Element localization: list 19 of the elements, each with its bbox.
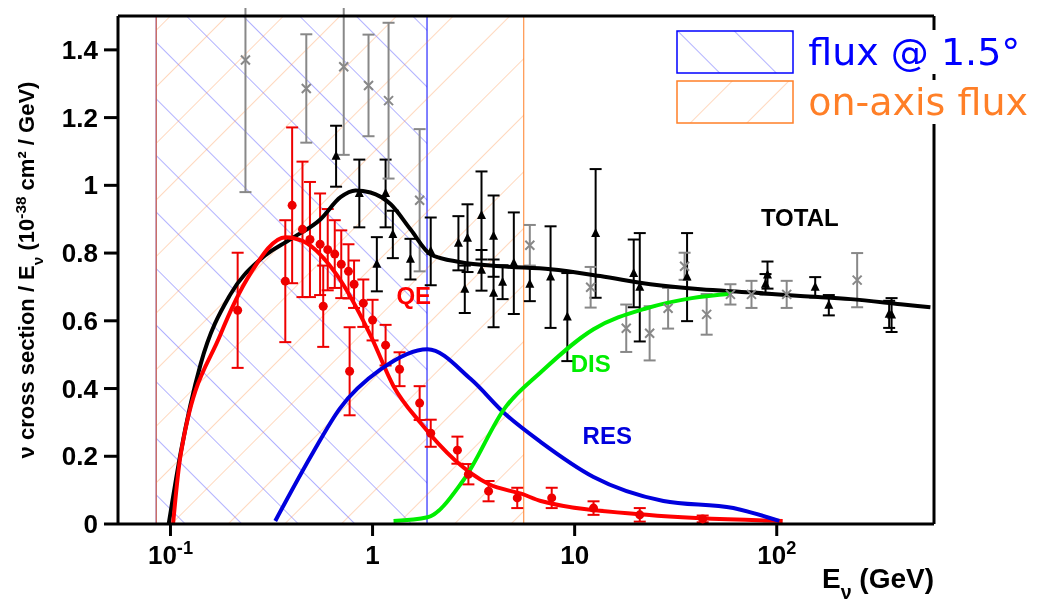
y-tick-label: 0.4 xyxy=(61,373,99,404)
x-axis-title: E$_{ν}$ (GeV) xyxy=(821,563,934,603)
y-tick-label: 1.4 xyxy=(61,34,99,65)
y-tick-label: 0.6 xyxy=(61,305,98,336)
series-label: DIS xyxy=(570,349,611,377)
y-tick-label: 0 xyxy=(83,509,98,539)
y-tick-label: 1 xyxy=(83,170,98,201)
series-label: QE xyxy=(396,281,432,309)
series-label: RES xyxy=(582,422,632,450)
x-tick-label: 10$^{-1}$ xyxy=(147,538,194,570)
text: TOTAL xyxy=(760,203,839,231)
x-tick-label: 10$^{2}$ xyxy=(757,538,797,570)
y-tick-label: 1.2 xyxy=(61,102,98,133)
y-tick-label: 0.2 xyxy=(61,441,98,472)
x-tick-label: 10 xyxy=(560,540,590,570)
y-tick-label: 0.8 xyxy=(61,238,98,269)
band-label: on-axis flux xyxy=(808,80,1028,124)
x-tick-label: 1 xyxy=(365,540,380,570)
band-label: flux @ 1.5° xyxy=(808,30,1021,74)
